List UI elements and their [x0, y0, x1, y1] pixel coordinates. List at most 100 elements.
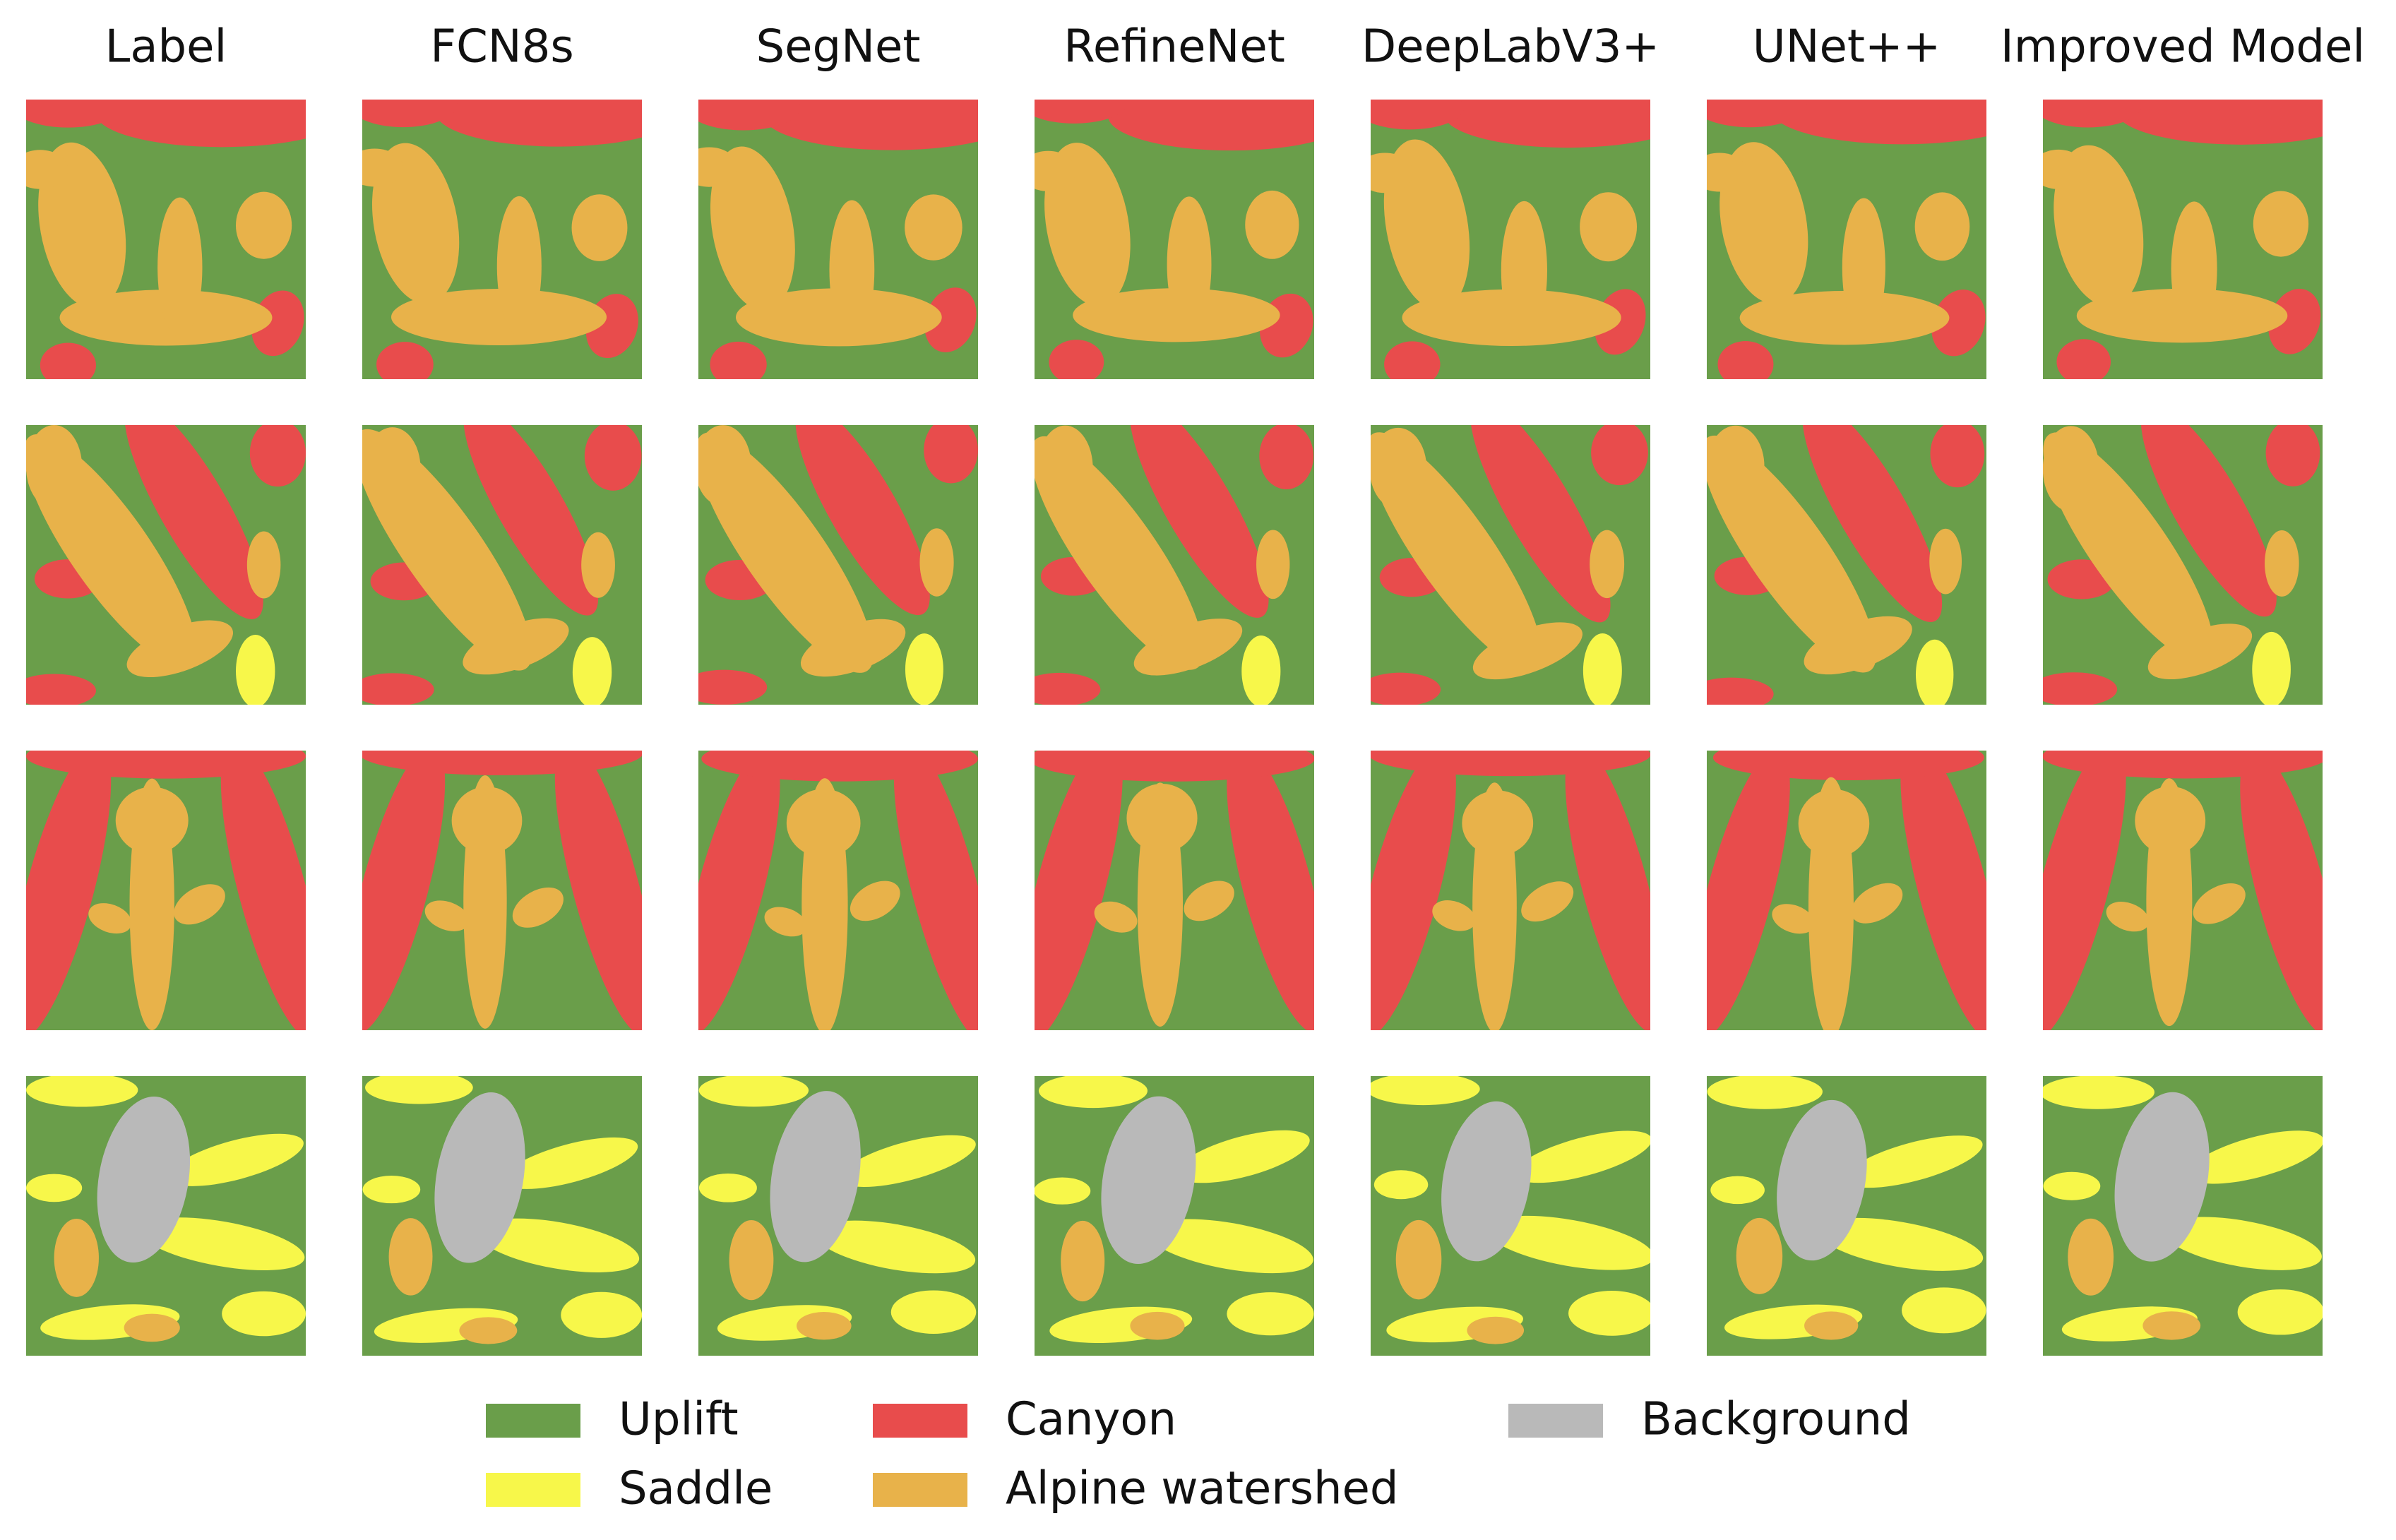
region — [815, 1220, 976, 1274]
column-title: Improved Model — [2001, 21, 2365, 73]
region — [88, 903, 132, 934]
region — [436, 100, 642, 147]
region — [1038, 1076, 1148, 1109]
region — [362, 100, 458, 128]
region — [2056, 339, 2111, 379]
region — [1583, 633, 1622, 705]
segmentation-map — [2043, 100, 2323, 379]
region — [797, 1312, 852, 1340]
region — [362, 751, 642, 775]
region — [1844, 1135, 1983, 1188]
legend-swatch — [486, 1404, 580, 1438]
segmentation-map — [1707, 425, 1986, 705]
region — [1035, 1177, 1091, 1205]
region — [1094, 901, 1138, 933]
region — [1467, 1316, 1525, 1344]
region — [1514, 1130, 1650, 1183]
region — [1371, 427, 1427, 509]
region — [850, 881, 900, 921]
region — [1371, 1076, 1480, 1106]
segmentation-map — [362, 425, 642, 705]
region — [1371, 100, 1464, 130]
legend-label: Alpine watershed — [1006, 1463, 1399, 1515]
region — [698, 1076, 809, 1107]
region — [800, 619, 906, 677]
region — [710, 146, 795, 311]
region — [459, 1317, 518, 1344]
region — [764, 907, 807, 937]
region — [1772, 904, 1815, 934]
region — [1176, 1130, 1310, 1183]
region — [1184, 881, 1234, 921]
region — [246, 531, 281, 599]
region — [362, 673, 434, 705]
region — [710, 341, 767, 379]
region — [40, 342, 96, 379]
region — [905, 633, 943, 705]
region — [1851, 883, 1903, 924]
region — [2193, 883, 2246, 924]
segmentation-map — [1371, 751, 1650, 1030]
region — [371, 143, 460, 304]
region — [2054, 145, 2144, 306]
region — [1772, 100, 1986, 145]
region — [362, 148, 403, 187]
region — [561, 1291, 642, 1338]
region — [584, 425, 642, 491]
column-title: DeepLabV3+ — [1361, 21, 1659, 73]
region — [1930, 425, 1985, 488]
region — [1902, 1287, 1986, 1334]
region — [2162, 1217, 2322, 1270]
region — [124, 1313, 180, 1342]
column-title: RefineNet — [1063, 21, 1285, 73]
region — [2142, 1311, 2201, 1340]
region — [1245, 190, 1299, 259]
region — [572, 637, 612, 705]
region — [1227, 1292, 1314, 1336]
region — [222, 1291, 306, 1337]
segmentation-map — [26, 425, 306, 705]
segmentation-map — [2043, 751, 2323, 1030]
region — [701, 751, 978, 782]
region — [1129, 425, 1269, 618]
region — [2147, 623, 2253, 680]
region — [1580, 192, 1638, 262]
region — [96, 100, 306, 148]
region — [2140, 425, 2277, 617]
segmentation-map — [1035, 425, 1314, 705]
region — [1147, 1219, 1313, 1274]
region — [1101, 1096, 1196, 1265]
region — [1777, 1099, 1867, 1261]
region — [451, 787, 523, 854]
legend-swatch — [873, 1404, 967, 1438]
region — [1462, 790, 1534, 856]
region — [1035, 751, 1123, 1030]
region — [2135, 786, 2206, 855]
region — [1929, 528, 1962, 595]
segmentation-map — [698, 100, 978, 379]
segmentation-map — [1035, 1076, 1314, 1356]
legend-label: Saddle — [619, 1463, 773, 1515]
region — [1900, 751, 1986, 1030]
region — [2116, 100, 2323, 145]
region — [1707, 677, 1774, 705]
segmentation-map — [1371, 1076, 1650, 1356]
region — [1384, 341, 1441, 379]
region — [1241, 635, 1281, 705]
region — [476, 1218, 640, 1273]
region — [1061, 1220, 1105, 1302]
region — [1707, 153, 1748, 192]
region — [1591, 425, 1648, 486]
region — [2240, 751, 2323, 1030]
region — [698, 1173, 757, 1202]
region — [424, 900, 470, 931]
region — [124, 425, 263, 619]
region — [2043, 1076, 2154, 1109]
region — [391, 288, 607, 346]
region — [763, 100, 978, 150]
region — [512, 887, 564, 928]
region — [157, 197, 203, 338]
region — [365, 1076, 473, 1104]
region — [168, 1133, 304, 1186]
